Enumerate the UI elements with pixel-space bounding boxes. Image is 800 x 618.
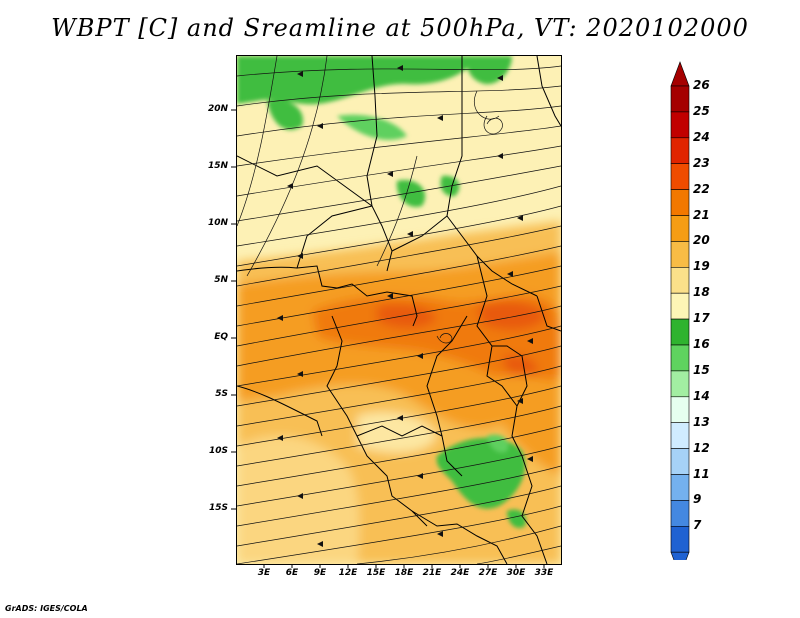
lon-label-9e: 9E	[313, 568, 327, 578]
footer-credit: GrADS: IGES/COLA	[5, 604, 88, 613]
colorbar-label: 16	[693, 337, 710, 351]
colorbar-label: 7	[693, 518, 702, 533]
lat-label-20n: 20N	[207, 104, 228, 114]
green-regions	[237, 56, 526, 529]
colorbar	[670, 61, 690, 560]
weather-map	[236, 55, 562, 565]
colorbar-label: 24	[693, 129, 710, 144]
colorbar-segment	[670, 474, 690, 501]
colorbar-label: 15	[693, 362, 710, 377]
lon-label-3e: 3E	[257, 568, 271, 578]
lon-label-6e: 6E	[285, 568, 299, 578]
lat-label-10n: 10N	[207, 218, 228, 228]
colorbar-segment	[670, 85, 690, 113]
colorbar-segment	[670, 448, 690, 475]
colorbar-label: 22	[693, 181, 710, 196]
colorbar-label: 19	[693, 259, 710, 274]
colorbar-segment	[670, 525, 690, 553]
colorbar-segment	[670, 267, 690, 294]
colorbar-segment	[670, 241, 690, 268]
colorbar-label: 21	[693, 207, 710, 222]
colorbar-segment	[670, 292, 690, 320]
streamlines	[237, 56, 561, 564]
colorbar-segment	[670, 422, 690, 449]
colorbar-label: 20	[693, 233, 710, 248]
lat-label-5s: 5S	[215, 389, 228, 399]
chart-title: WBPT [C] and Sreamline at 500hPa, VT: 20…	[51, 14, 749, 42]
colorbar-top-arrow	[670, 61, 690, 87]
lat-label-5n: 5N	[214, 275, 228, 285]
lat-label-10s: 10S	[208, 446, 228, 456]
colorbar-segment	[670, 215, 690, 242]
colorbar-label: 25	[693, 103, 710, 118]
colorbar-label: 26	[693, 78, 710, 92]
lat-label-eq: EQ	[214, 332, 228, 342]
colorbar-bottom-arrow	[670, 551, 690, 560]
colorbar-label: 11	[693, 466, 710, 481]
map-canvas	[237, 56, 561, 564]
colorbar-label: 18	[693, 285, 710, 300]
lat-label-15n: 15N	[207, 161, 228, 171]
colorbar-label: 12	[693, 440, 710, 455]
lon-label-12e: 12E	[338, 568, 358, 578]
colorbar-segment	[670, 344, 690, 372]
lon-label-21e: 21E	[422, 568, 442, 578]
colorbar-segment	[670, 370, 690, 398]
colorbar-label: 13	[693, 414, 710, 429]
colorbar-segment	[670, 396, 690, 423]
streamline-arrows	[277, 65, 533, 547]
colorbar-label: 14	[693, 388, 710, 403]
colorbar-label: 9	[693, 492, 702, 507]
country-borders	[237, 56, 561, 564]
lon-label-15e: 15E	[366, 568, 386, 578]
colorbar-segment	[670, 163, 690, 190]
colorbar-segment	[670, 111, 690, 139]
lat-label-15s: 15S	[208, 503, 228, 513]
colorbar-label: 23	[693, 155, 710, 170]
colorbar-segment	[670, 500, 690, 527]
lon-label-30e: 30E	[506, 568, 526, 578]
lon-label-33e: 33E	[534, 568, 554, 578]
colorbar-segment	[670, 189, 690, 216]
colorbar-segment	[670, 318, 690, 346]
lon-label-18e: 18E	[394, 568, 414, 578]
lon-label-24e: 24E	[450, 568, 470, 578]
lon-label-27e: 27E	[478, 568, 498, 578]
colorbar-label: 17	[693, 311, 710, 326]
colorbar-segment	[670, 137, 690, 165]
